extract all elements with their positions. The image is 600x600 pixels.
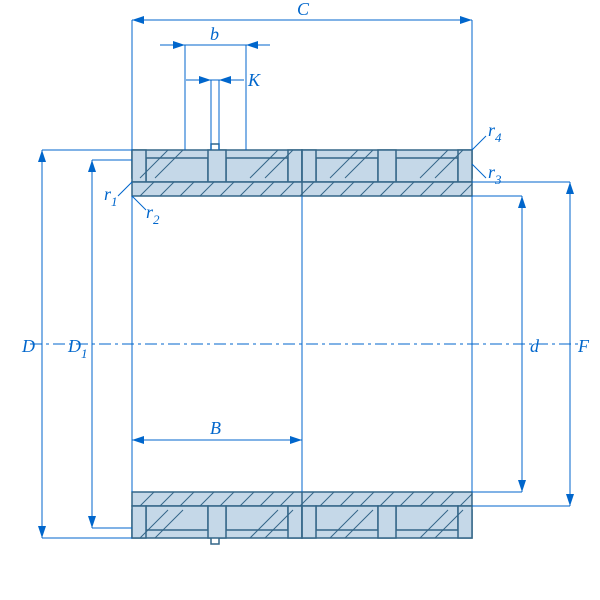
label-r4-sub: 4 xyxy=(495,130,502,145)
bearing-diagram: D D1 d F C xyxy=(0,0,600,600)
label-C: C xyxy=(297,0,310,19)
label-D1-sub: 1 xyxy=(81,346,88,361)
svg-text:r3: r3 xyxy=(488,162,502,187)
dim-B: B xyxy=(132,418,302,444)
label-r1-sub: 1 xyxy=(111,194,118,209)
label-r2-sub: 2 xyxy=(153,212,160,227)
svg-text:r1: r1 xyxy=(104,184,118,209)
svg-text:D1: D1 xyxy=(67,336,88,361)
label-r3-sub: 3 xyxy=(494,172,502,187)
label-D: D xyxy=(21,336,35,356)
label-D1: D xyxy=(67,336,81,356)
dim-C: C xyxy=(132,0,472,150)
label-b: b xyxy=(210,24,219,44)
svg-text:r4: r4 xyxy=(488,120,502,145)
label-F: F xyxy=(577,336,590,356)
label-B: B xyxy=(210,418,221,438)
svg-text:r2: r2 xyxy=(146,202,160,227)
dim-K: K xyxy=(186,70,261,150)
corner-r3-r4: r4 r3 xyxy=(472,120,502,187)
label-d: d xyxy=(530,336,540,356)
label-K: K xyxy=(247,70,261,90)
